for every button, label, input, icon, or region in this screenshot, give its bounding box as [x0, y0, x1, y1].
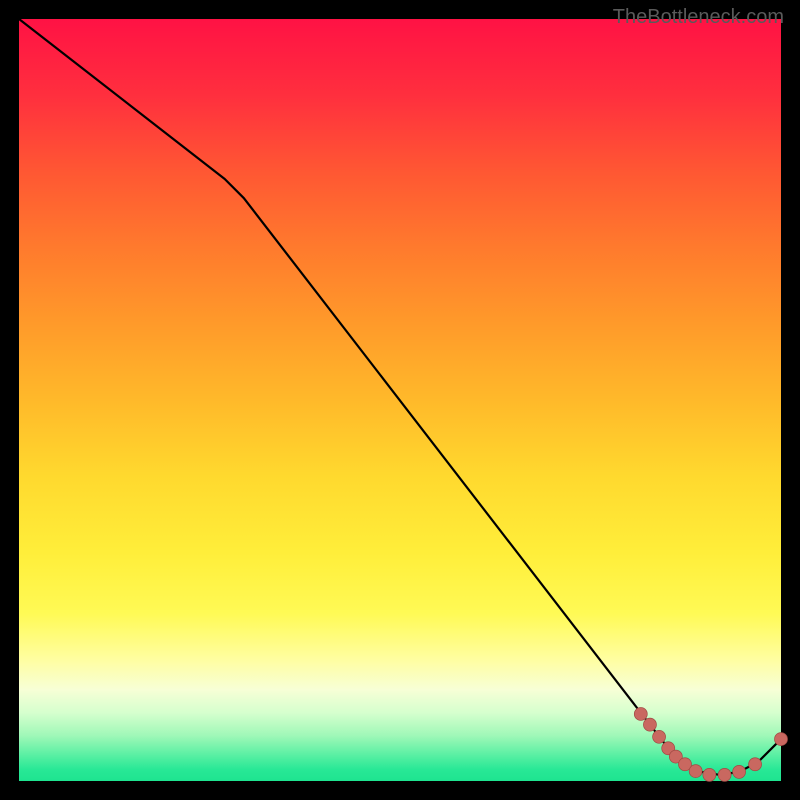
- data-marker: [643, 718, 656, 731]
- bottleneck-chart: [0, 0, 800, 800]
- watermark-text: TheBottleneck.com: [613, 6, 784, 29]
- data-marker: [634, 707, 647, 720]
- data-marker: [703, 768, 716, 781]
- chart-container: TheBottleneck.com: [0, 0, 800, 800]
- data-marker: [775, 733, 788, 746]
- data-marker: [733, 765, 746, 778]
- data-marker: [718, 768, 731, 781]
- data-marker: [749, 758, 762, 771]
- data-marker: [653, 730, 666, 743]
- data-marker: [689, 765, 702, 778]
